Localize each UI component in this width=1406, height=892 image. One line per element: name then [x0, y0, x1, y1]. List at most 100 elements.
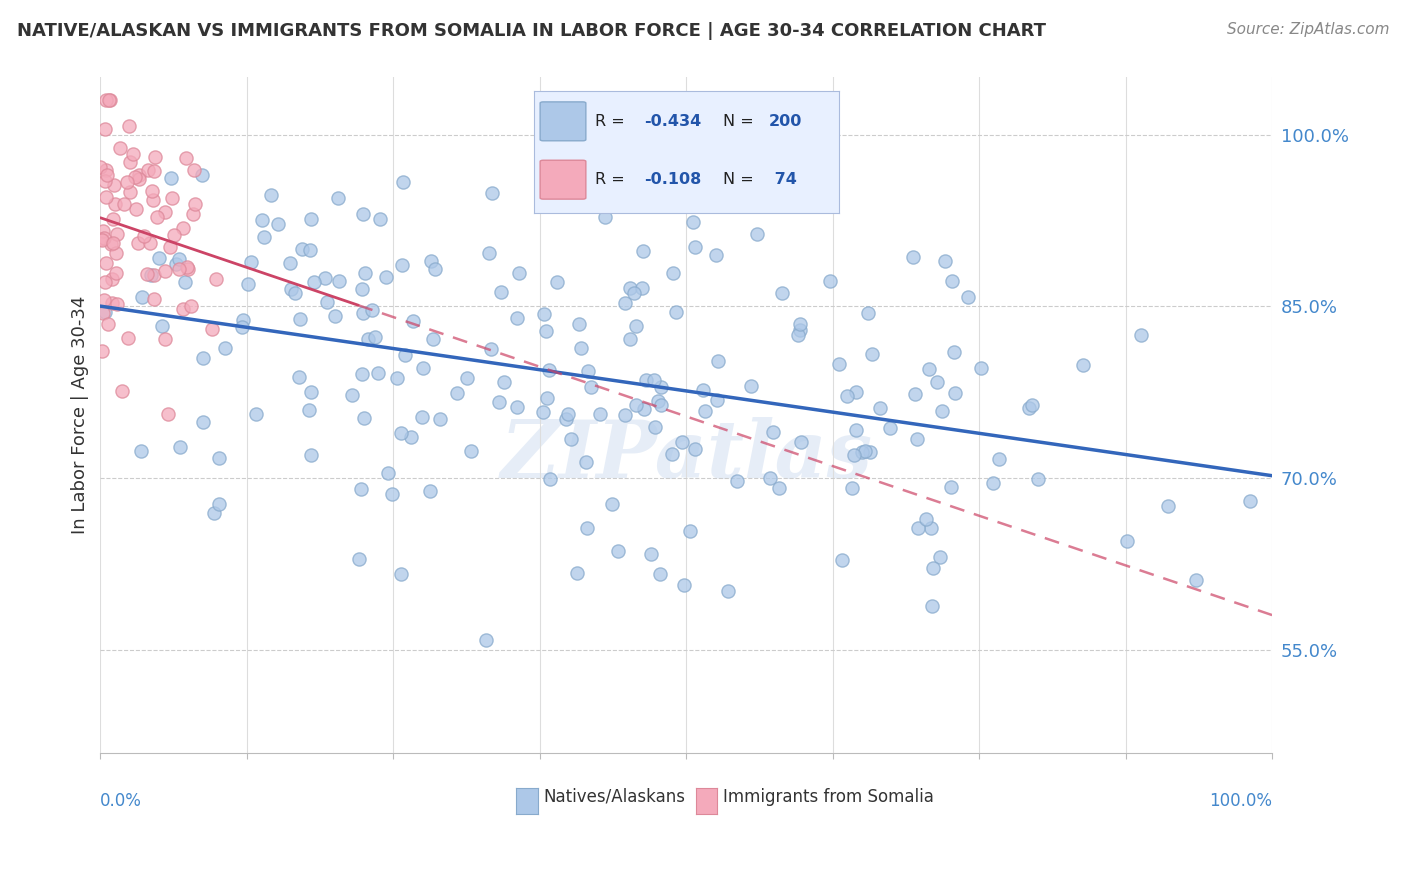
- Point: [200, 321, 222, 335]
- Text: ZIPatlas: ZIPatlas: [501, 417, 873, 494]
- Point: [208, 450, 231, 465]
- Point: [786, 328, 808, 343]
- Point: [112, 196, 135, 211]
- Point: [693, 403, 716, 417]
- Point: [214, 341, 236, 355]
- Point: [350, 368, 373, 382]
- Point: [845, 384, 868, 399]
- Point: [98, 93, 121, 107]
- Point: [93, 231, 115, 245]
- Point: [117, 175, 139, 189]
- Point: [250, 213, 273, 227]
- Point: [173, 275, 195, 289]
- Point: [160, 171, 183, 186]
- Point: [853, 443, 876, 458]
- Point: [508, 266, 530, 280]
- Point: [456, 371, 478, 385]
- Point: [142, 292, 165, 306]
- Point: [943, 385, 966, 400]
- Point: [316, 295, 339, 310]
- Point: [181, 207, 204, 221]
- Point: [157, 407, 180, 421]
- Point: [717, 583, 740, 598]
- Text: Natives/Alaskans: Natives/Alaskans: [543, 788, 685, 805]
- Point: [394, 349, 416, 363]
- Point: [93, 304, 115, 318]
- Point: [790, 435, 813, 450]
- Point: [101, 272, 124, 286]
- Point: [176, 261, 198, 276]
- Point: [103, 178, 125, 192]
- Point: [131, 290, 153, 304]
- Point: [624, 318, 647, 333]
- Point: [167, 252, 190, 266]
- Point: [981, 476, 1004, 491]
- Point: [557, 407, 579, 421]
- Point: [725, 474, 748, 488]
- Point: [1185, 573, 1208, 587]
- Point: [302, 275, 325, 289]
- Point: [98, 93, 121, 107]
- Point: [768, 482, 790, 496]
- Y-axis label: In Labor Force | Age 30-34: In Labor Force | Age 30-34: [72, 296, 89, 534]
- Point: [1071, 358, 1094, 372]
- Point: [555, 411, 578, 425]
- Point: [143, 268, 166, 282]
- Point: [600, 497, 623, 511]
- Point: [412, 360, 434, 375]
- Point: [118, 154, 141, 169]
- Point: [253, 230, 276, 244]
- Point: [160, 191, 183, 205]
- Point: [534, 325, 557, 339]
- Point: [759, 470, 782, 484]
- Point: [644, 420, 666, 434]
- Point: [100, 237, 122, 252]
- Point: [91, 306, 114, 320]
- Point: [841, 481, 863, 495]
- Point: [565, 566, 588, 580]
- Point: [851, 444, 873, 458]
- Point: [89, 161, 111, 175]
- Point: [326, 191, 349, 205]
- Point: [297, 403, 319, 417]
- Point: [284, 286, 307, 301]
- Point: [489, 285, 512, 299]
- Point: [260, 188, 283, 202]
- Point: [299, 244, 322, 258]
- Point: [374, 270, 396, 285]
- Point: [104, 266, 127, 280]
- Text: NATIVE/ALASKAN VS IMMIGRANTS FROM SOMALIA IN LABOR FORCE | AGE 30-34 CORRELATION: NATIVE/ALASKAN VS IMMIGRANTS FROM SOMALI…: [17, 22, 1046, 40]
- Point: [613, 408, 636, 422]
- Point: [191, 415, 214, 429]
- Point: [153, 332, 176, 346]
- Point: [180, 300, 202, 314]
- Point: [349, 552, 371, 566]
- Point: [367, 366, 389, 380]
- Point: [422, 332, 444, 346]
- Point: [536, 391, 558, 405]
- Point: [1026, 472, 1049, 486]
- Point: [915, 512, 938, 526]
- Point: [662, 266, 685, 280]
- Point: [288, 370, 311, 384]
- Point: [108, 141, 131, 155]
- Point: [124, 169, 146, 184]
- Point: [623, 285, 645, 300]
- Point: [927, 376, 949, 390]
- Point: [692, 383, 714, 397]
- Text: 100.0%: 100.0%: [1209, 791, 1272, 810]
- Point: [118, 185, 141, 199]
- Point: [835, 389, 858, 403]
- Point: [370, 211, 392, 226]
- Point: [101, 235, 124, 250]
- Point: [943, 345, 966, 359]
- Point: [90, 232, 112, 246]
- Point: [419, 254, 441, 268]
- Point: [650, 398, 672, 412]
- Point: [560, 432, 582, 446]
- Point: [169, 440, 191, 454]
- Point: [488, 395, 510, 409]
- Point: [389, 426, 412, 441]
- Point: [1021, 398, 1043, 412]
- Point: [575, 521, 598, 535]
